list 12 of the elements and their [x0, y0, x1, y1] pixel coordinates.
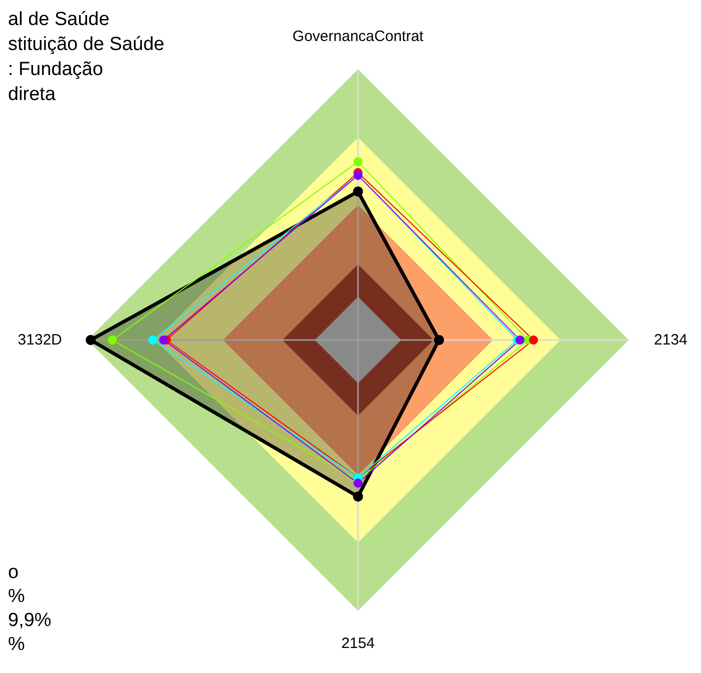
spoke-label: 2154	[341, 635, 375, 652]
text: 9,9%	[8, 610, 52, 631]
text: direta	[8, 84, 56, 105]
spoke-label: GovernancaContrat	[292, 28, 424, 45]
spoke-label: 3132D	[18, 332, 62, 348]
text: al de Saúde	[8, 9, 110, 30]
spoke-label: 2134	[654, 332, 688, 348]
text: stituição de Saúde	[8, 34, 164, 55]
text: %	[8, 634, 25, 655]
text: : Fundação	[8, 59, 104, 80]
text: %	[8, 586, 25, 607]
text: o	[8, 562, 19, 583]
